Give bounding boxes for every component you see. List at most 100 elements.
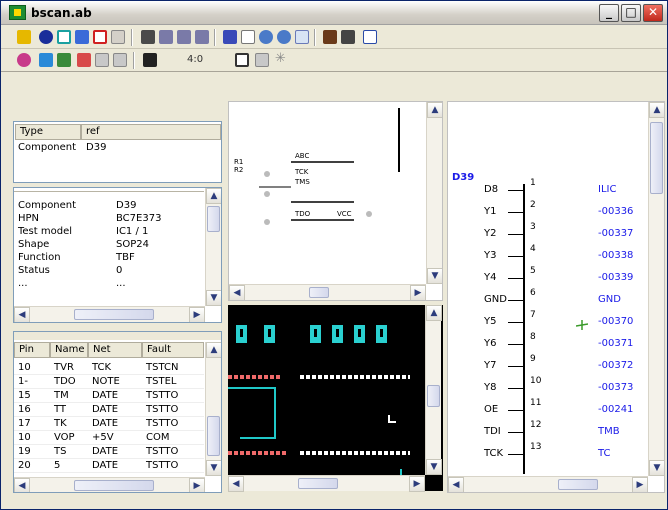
table-row[interactable] — [14, 445, 204, 459]
maximize-button[interactable]: □ — [621, 4, 641, 22]
pan-icon[interactable] — [241, 30, 255, 44]
document-icon[interactable] — [363, 30, 377, 44]
table-row[interactable] — [14, 417, 204, 431]
pins-col-header[interactable]: Fault — [142, 342, 204, 358]
schematic-pins-vscroll[interactable]: ▲ ▼ — [648, 102, 664, 476]
scroll-right-arrow[interactable]: ▶ — [189, 307, 205, 322]
net-label[interactable]: -00372 — [598, 360, 634, 371]
scroll-thumb[interactable] — [558, 479, 598, 490]
pins-col-header[interactable]: Net — [88, 342, 142, 358]
grid-icon[interactable] — [111, 30, 125, 44]
pointer-icon[interactable] — [223, 30, 237, 44]
scroll-up-arrow[interactable]: ▲ — [426, 305, 442, 321]
scroll-thumb[interactable] — [298, 478, 338, 489]
pins-vscroll[interactable]: ▲ ▼ — [205, 342, 221, 476]
marker-icon[interactable] — [93, 30, 107, 44]
scroll-right-arrow[interactable]: ▶ — [409, 476, 425, 492]
find-all-icon[interactable] — [195, 30, 209, 44]
pcb-pad[interactable] — [310, 325, 321, 343]
layers-icon[interactable] — [39, 53, 53, 67]
table-row[interactable] — [14, 375, 204, 389]
schematic-hscroll[interactable]: ◀ ▶ — [229, 284, 426, 300]
component-icon[interactable] — [57, 30, 71, 44]
scroll-thumb[interactable] — [74, 309, 154, 320]
scroll-down-arrow[interactable]: ▼ — [427, 268, 442, 284]
disabled-page-icon[interactable] — [255, 53, 269, 67]
disabled-icon-1[interactable] — [95, 53, 109, 67]
net-label[interactable]: -00370 — [598, 316, 634, 327]
table-row[interactable] — [14, 403, 204, 417]
scroll-thumb[interactable] — [74, 480, 154, 491]
scroll-right-arrow[interactable]: ▶ — [632, 477, 648, 492]
pcb-pad[interactable] — [354, 325, 365, 343]
zoom-out-icon[interactable] — [277, 30, 291, 44]
scroll-left-arrow[interactable]: ◀ — [14, 307, 30, 322]
board-icon[interactable] — [143, 53, 157, 67]
table-row[interactable] — [14, 389, 204, 403]
pcb-vscroll[interactable]: ▲ ▼ — [425, 305, 442, 475]
filter-icon[interactable] — [17, 30, 31, 44]
net-label[interactable]: TMB — [598, 426, 620, 437]
minimize-button[interactable]: _ — [599, 4, 619, 22]
scroll-up-arrow[interactable]: ▲ — [649, 102, 664, 118]
net-label[interactable]: TC — [598, 448, 611, 459]
scroll-left-arrow[interactable]: ◀ — [14, 478, 30, 492]
scroll-down-arrow[interactable]: ▼ — [206, 290, 221, 306]
pcb-pad[interactable] — [332, 325, 343, 343]
pcb-pad[interactable] — [376, 325, 387, 343]
pcb-pad[interactable] — [236, 325, 247, 343]
net-label[interactable]: -00338 — [598, 250, 634, 261]
scroll-up-arrow[interactable]: ▲ — [206, 188, 221, 204]
scroll-thumb[interactable] — [309, 287, 329, 298]
tree-icon[interactable] — [57, 53, 71, 67]
scroll-right-arrow[interactable]: ▶ — [410, 285, 426, 300]
probe-icon[interactable] — [341, 30, 355, 44]
details-vscroll[interactable]: ▲ ▼ — [205, 188, 221, 306]
pcb-pad[interactable] — [264, 325, 275, 343]
scroll-thumb[interactable] — [207, 206, 220, 232]
scroll-down-arrow[interactable]: ▼ — [649, 460, 664, 476]
scroll-left-arrow[interactable]: ◀ — [228, 476, 244, 492]
find-prev-icon[interactable] — [159, 30, 173, 44]
highlight-icon[interactable] — [77, 53, 91, 67]
schematic-pins-panel[interactable]: D39 D8 1 ILIC Y1 2 -00336 Y2 3 -00337 Y3 4 -00338 Y4… — [447, 101, 665, 493]
page-icon[interactable] — [235, 53, 249, 67]
net-label[interactable]: ILIC — [598, 184, 617, 195]
scroll-left-arrow[interactable]: ◀ — [229, 285, 245, 300]
col-ref-header[interactable]: ref — [81, 124, 221, 140]
zoom-fit-icon[interactable] — [295, 30, 309, 44]
schematic-pins-hscroll[interactable]: ◀ ▶ — [448, 476, 648, 492]
net-label[interactable]: -00373 — [598, 382, 634, 393]
schematic-preview-panel[interactable]: ABC TCK TMS TDO VCC R1 R2 ▲ ▼ ◀ ▶ — [228, 101, 443, 301]
net-label[interactable]: -00337 — [598, 228, 634, 239]
table-row[interactable] — [14, 431, 204, 445]
pins-hscroll[interactable]: ◀ ▶ — [14, 477, 205, 492]
scroll-left-arrow[interactable]: ◀ — [448, 477, 464, 492]
info-icon[interactable] — [39, 30, 53, 44]
zoom-in-icon[interactable] — [259, 30, 273, 44]
close-button[interactable]: ✕ — [643, 4, 663, 22]
net-label[interactable]: -00241 — [598, 404, 634, 415]
scroll-down-arrow[interactable]: ▼ — [206, 460, 221, 476]
net-label[interactable]: -00339 — [598, 272, 634, 283]
scroll-thumb[interactable] — [650, 122, 663, 194]
palette-icon[interactable] — [17, 53, 31, 67]
scroll-right-arrow[interactable]: ▶ — [189, 478, 205, 492]
asterisk-icon[interactable]: ✳ — [275, 51, 286, 66]
schematic-vscroll[interactable]: ▲ ▼ — [426, 102, 442, 284]
chip-icon[interactable] — [323, 30, 337, 44]
net-label[interactable]: -00336 — [598, 206, 634, 217]
col-type-header[interactable]: Type — [15, 124, 81, 140]
net-icon[interactable] — [75, 30, 89, 44]
scroll-thumb[interactable] — [207, 416, 220, 456]
details-hscroll[interactable]: ◀ ▶ — [14, 306, 205, 322]
pcb-layout-view[interactable]: ▲ ▼ ◀ ▶ — [228, 305, 443, 492]
pcb-hscroll[interactable]: ◀ ▶ — [228, 475, 425, 492]
find-next-icon[interactable] — [177, 30, 191, 44]
binoculars-icon[interactable] — [141, 30, 155, 44]
scroll-thumb[interactable] — [427, 385, 440, 407]
net-label[interactable]: -00371 — [598, 338, 634, 349]
pins-col-header[interactable]: Pin — [14, 342, 50, 358]
disabled-icon-2[interactable] — [113, 53, 127, 67]
table-row[interactable] — [14, 459, 204, 473]
